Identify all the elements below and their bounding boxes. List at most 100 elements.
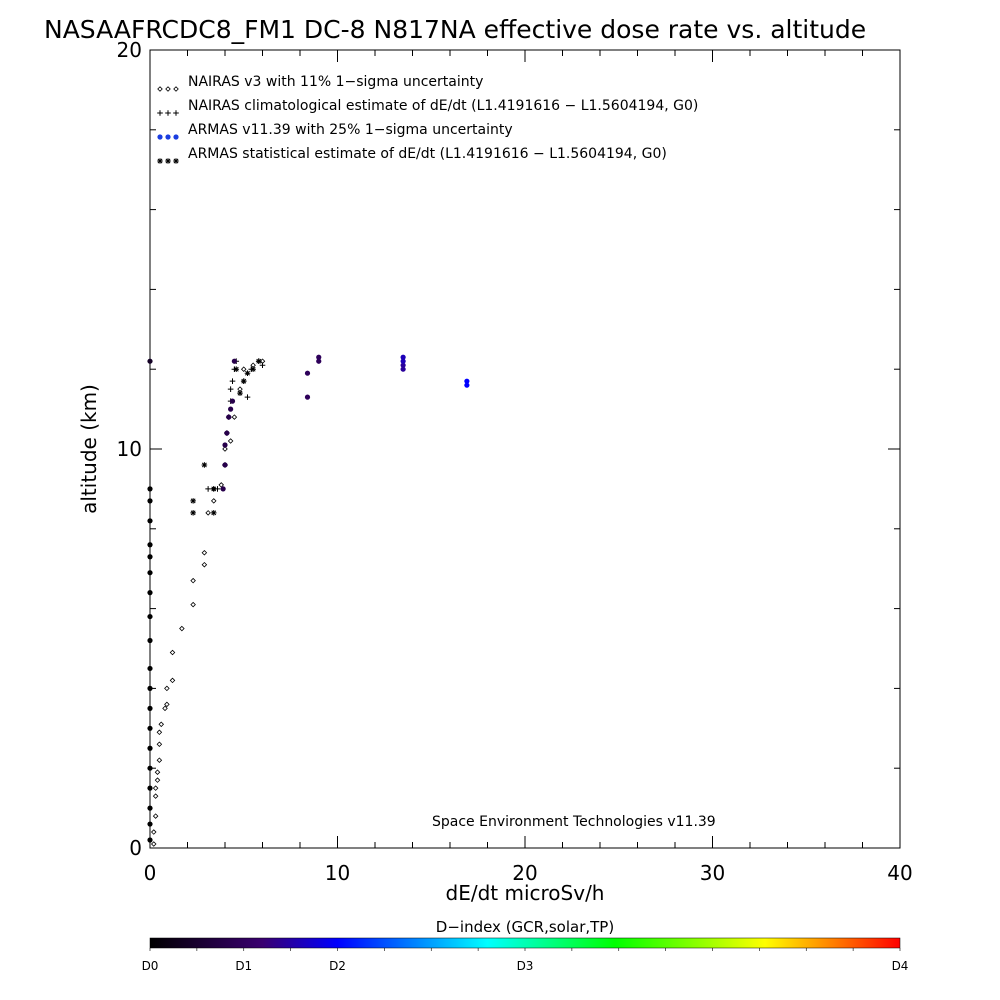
data-point-series-2	[316, 354, 322, 360]
colorbar-title: D−index (GCR,solar,TP)	[436, 918, 614, 936]
data-point-series-2	[231, 358, 237, 364]
data-point-series-1	[205, 486, 211, 492]
data-points	[147, 354, 470, 847]
data-point-series-2	[147, 570, 153, 576]
data-point-series-2	[147, 725, 153, 731]
data-point-series-2	[147, 498, 153, 504]
data-point-series-3	[250, 366, 256, 372]
data-point-series-0	[154, 777, 161, 783]
data-point-series-2	[400, 366, 406, 372]
colorbar-label: D3	[517, 959, 534, 973]
legend-marker-2	[157, 134, 179, 140]
data-point-series-2	[147, 358, 153, 364]
data-point-series-2	[220, 486, 226, 492]
x-tick-label: 10	[325, 861, 350, 885]
data-point-series-3	[201, 462, 208, 468]
data-point-series-0	[150, 841, 157, 847]
data-point-series-2	[316, 358, 322, 364]
data-point-series-3	[190, 498, 196, 504]
y-tick-label: 0	[129, 836, 142, 860]
data-point-series-0	[156, 729, 163, 736]
legend-entry-0: NAIRAS v3 with 11% 1−sigma uncertainty	[188, 74, 483, 90]
data-point-series-2	[400, 362, 406, 368]
legend-marker-glyph	[173, 110, 179, 116]
data-point-series-1	[229, 378, 236, 384]
data-point-series-2	[464, 382, 470, 388]
data-point-series-2	[226, 414, 232, 420]
credit-annotation: Space Environment Technologies v11.39	[432, 814, 716, 830]
data-point-series-2	[147, 665, 153, 672]
data-point-series-3	[210, 486, 217, 492]
data-point-series-3	[255, 358, 262, 365]
legend-marker-glyph	[165, 158, 171, 164]
data-point-series-0	[231, 414, 238, 420]
axis-tick-labels: 0 10 20 30 40 0 10 20	[117, 38, 913, 885]
colorbar-label: D2	[329, 959, 346, 973]
data-point-series-0	[162, 705, 168, 712]
data-point-series-2	[304, 394, 311, 400]
data-point-series-0	[154, 769, 161, 775]
legend-marker-glyph	[173, 86, 179, 92]
legend-marker-glyph	[165, 86, 171, 92]
data-point-series-1	[244, 394, 251, 400]
y-tick-label: 20	[117, 38, 142, 62]
legend-marker-glyph	[157, 158, 163, 164]
data-point-series-2	[400, 354, 406, 360]
x-tick-label: 20	[512, 861, 537, 885]
data-point-series-0	[156, 741, 163, 748]
data-point-series-0	[152, 813, 159, 819]
colorbar-labels: D0 D1 D2 D3 D4	[142, 959, 909, 973]
data-point-series-0	[164, 701, 170, 708]
data-point-series-0	[152, 793, 159, 799]
data-point-series-1	[227, 386, 234, 392]
data-point-series-2	[464, 378, 470, 384]
data-point-series-1	[259, 362, 266, 369]
data-point-series-0	[150, 829, 157, 835]
axis-ticks	[149, 49, 901, 849]
colorbar-label: D1	[235, 959, 252, 973]
legend-marker-glyph	[157, 86, 163, 92]
legend-marker-glyph	[165, 134, 171, 140]
legend-marker-glyph	[157, 134, 163, 140]
data-point-series-0	[201, 549, 208, 556]
data-point-series-2	[147, 486, 153, 492]
data-point-series-0	[156, 757, 163, 763]
legend-entry-1: NAIRAS climatological estimate of dE/dt …	[188, 98, 698, 114]
data-point-series-0	[158, 721, 165, 728]
data-point-series-2	[147, 837, 153, 843]
data-point-series-2	[147, 821, 153, 827]
data-point-series-2	[147, 554, 153, 560]
data-point-series-2	[304, 370, 311, 376]
legend-marker-3	[157, 158, 179, 164]
data-point-series-3	[237, 390, 243, 396]
data-point-series-3	[190, 510, 196, 516]
data-point-series-0	[169, 649, 176, 656]
data-point-series-2	[147, 518, 153, 524]
colorbar-label: D0	[142, 959, 159, 973]
data-point-series-0	[210, 498, 217, 504]
data-point-series-0	[164, 685, 170, 692]
data-point-series-2	[147, 765, 153, 771]
data-point-series-2	[147, 542, 153, 548]
data-point-series-2	[147, 785, 153, 791]
plot-frame	[149, 49, 901, 849]
data-point-series-0	[169, 677, 176, 684]
x-tick-label: 40	[887, 861, 912, 885]
data-point-series-3	[244, 370, 251, 376]
data-point-series-3	[240, 378, 247, 384]
data-point-series-2	[228, 406, 234, 412]
data-point-series-2	[147, 613, 153, 620]
data-point-series-0	[227, 438, 234, 444]
legend-marker-glyph	[157, 110, 163, 116]
data-point-series-2	[224, 430, 230, 436]
data-point-series-2	[147, 590, 153, 596]
data-point-series-0	[205, 510, 211, 516]
colorbar-ticks	[149, 948, 901, 951]
data-point-series-3	[210, 510, 217, 516]
data-point-series-0	[190, 601, 196, 608]
x-tick-label: 0	[144, 861, 157, 885]
legend-marker-1	[157, 110, 179, 116]
y-axis-label: altitude (km)	[77, 384, 101, 514]
data-point-series-2	[222, 442, 228, 448]
